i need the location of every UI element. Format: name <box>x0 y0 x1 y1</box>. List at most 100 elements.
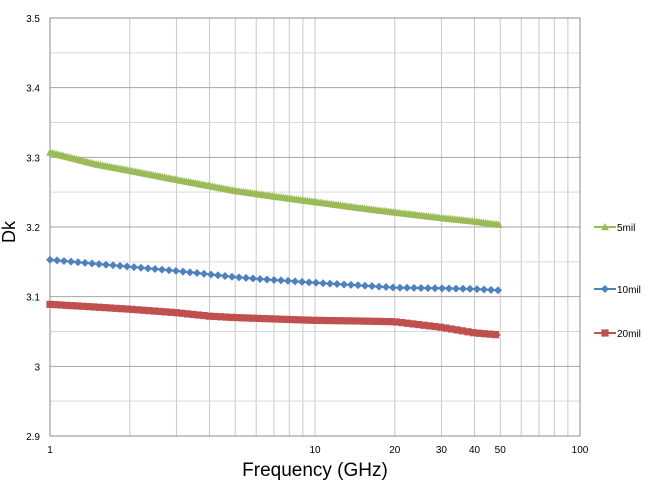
x-tick-label: 30 <box>436 445 448 456</box>
data-point-marker <box>277 276 285 285</box>
data-point-marker <box>387 318 395 326</box>
data-point-marker <box>491 330 500 339</box>
data-point-marker <box>464 328 472 336</box>
data-point-marker <box>123 305 131 313</box>
data-point-marker <box>347 280 355 289</box>
data-point-marker <box>207 270 215 279</box>
data-point-marker <box>151 264 159 273</box>
data-point-marker <box>172 266 180 275</box>
x-tick-label: 50 <box>495 445 507 456</box>
data-point-marker <box>293 316 302 324</box>
data-point-marker <box>431 322 439 331</box>
x-tick-label: 20 <box>389 445 401 456</box>
y-axis-title: Dk <box>0 220 19 243</box>
y-tick-label: 3.1 <box>26 293 40 304</box>
data-point-marker <box>354 281 362 290</box>
data-point-marker <box>375 282 383 291</box>
data-point-marker <box>214 271 222 280</box>
data-point-marker <box>332 317 340 325</box>
y-tick-label: 3.4 <box>26 84 40 95</box>
data-point-marker <box>480 285 488 294</box>
data-point-marker <box>165 266 173 275</box>
data-point-marker <box>211 312 219 321</box>
data-point-marker <box>438 284 446 293</box>
data-point-marker <box>425 322 434 330</box>
data-point-marker <box>396 283 404 292</box>
data-point-marker <box>312 278 320 287</box>
data-point-marker <box>145 307 153 315</box>
data-point-marker <box>221 272 229 281</box>
data-point-marker <box>359 317 368 325</box>
data-point-marker <box>130 263 138 272</box>
data-point-marker <box>284 276 292 285</box>
data-point-marker <box>486 330 494 338</box>
data-point-marker <box>337 317 346 325</box>
data-point-marker <box>310 316 318 324</box>
data-point-marker <box>315 316 324 325</box>
x-tick-label: 100 <box>572 445 589 456</box>
data-point-marker <box>475 329 483 337</box>
data-point-marker <box>81 258 89 267</box>
data-point-marker <box>200 311 208 320</box>
data-point-marker <box>424 284 432 293</box>
data-point-marker <box>298 277 306 286</box>
x-tick-label: 40 <box>469 445 481 456</box>
data-point-marker <box>102 260 110 269</box>
data-point-marker <box>340 280 348 289</box>
data-point-marker <box>183 310 192 318</box>
data-point-marker <box>453 326 461 334</box>
data-point-marker <box>235 273 243 282</box>
data-point-marker <box>403 319 412 327</box>
data-point-marker <box>459 284 467 293</box>
data-point-marker <box>256 274 264 283</box>
data-point-marker <box>222 313 230 321</box>
data-point-marker <box>137 263 145 272</box>
data-point-marker <box>266 315 274 323</box>
data-point-marker <box>271 315 280 323</box>
data-point-marker <box>447 325 456 333</box>
data-point-marker <box>73 302 82 310</box>
data-point-marker <box>417 284 425 293</box>
data-point-marker <box>116 261 124 270</box>
data-point-marker <box>242 273 250 282</box>
data-point-marker <box>480 330 489 338</box>
data-point-marker <box>354 317 362 325</box>
data-point-marker <box>348 317 357 325</box>
data-point-marker <box>319 279 327 288</box>
data-point-marker <box>238 314 247 322</box>
data-point-marker <box>101 304 109 312</box>
data-point-marker <box>445 284 453 293</box>
data-point-marker <box>139 306 148 314</box>
legend-item-5mil: 5mil <box>594 223 635 234</box>
data-point-marker <box>305 278 313 287</box>
data-point-marker <box>368 282 376 291</box>
data-point-marker <box>200 269 208 278</box>
x-tick-label: 10 <box>309 445 321 456</box>
data-point-marker <box>304 316 313 324</box>
data-point-marker <box>46 300 54 308</box>
data-point-marker <box>117 305 126 313</box>
data-point-marker <box>466 284 474 293</box>
data-point-marker <box>84 303 93 311</box>
data-point-marker <box>88 259 96 268</box>
data-point-marker <box>473 285 481 294</box>
legend-marker <box>601 329 609 337</box>
data-point-marker <box>189 310 197 319</box>
data-point-marker <box>365 317 373 325</box>
data-point-marker <box>260 315 269 323</box>
data-point-marker <box>255 314 263 323</box>
data-point-marker <box>321 316 329 325</box>
y-tick-label: 3.5 <box>26 14 40 25</box>
data-point-marker <box>205 312 214 320</box>
x-tick-label: 1 <box>47 445 53 456</box>
series-10mil <box>46 255 502 295</box>
legend: 5mil 10mil 20mil <box>594 223 641 340</box>
data-point-marker <box>193 269 201 278</box>
data-point-marker <box>68 302 76 310</box>
legend-marker <box>601 223 609 231</box>
data-point-marker <box>392 318 401 326</box>
data-point-marker <box>249 274 257 283</box>
data-point-marker <box>370 317 379 325</box>
